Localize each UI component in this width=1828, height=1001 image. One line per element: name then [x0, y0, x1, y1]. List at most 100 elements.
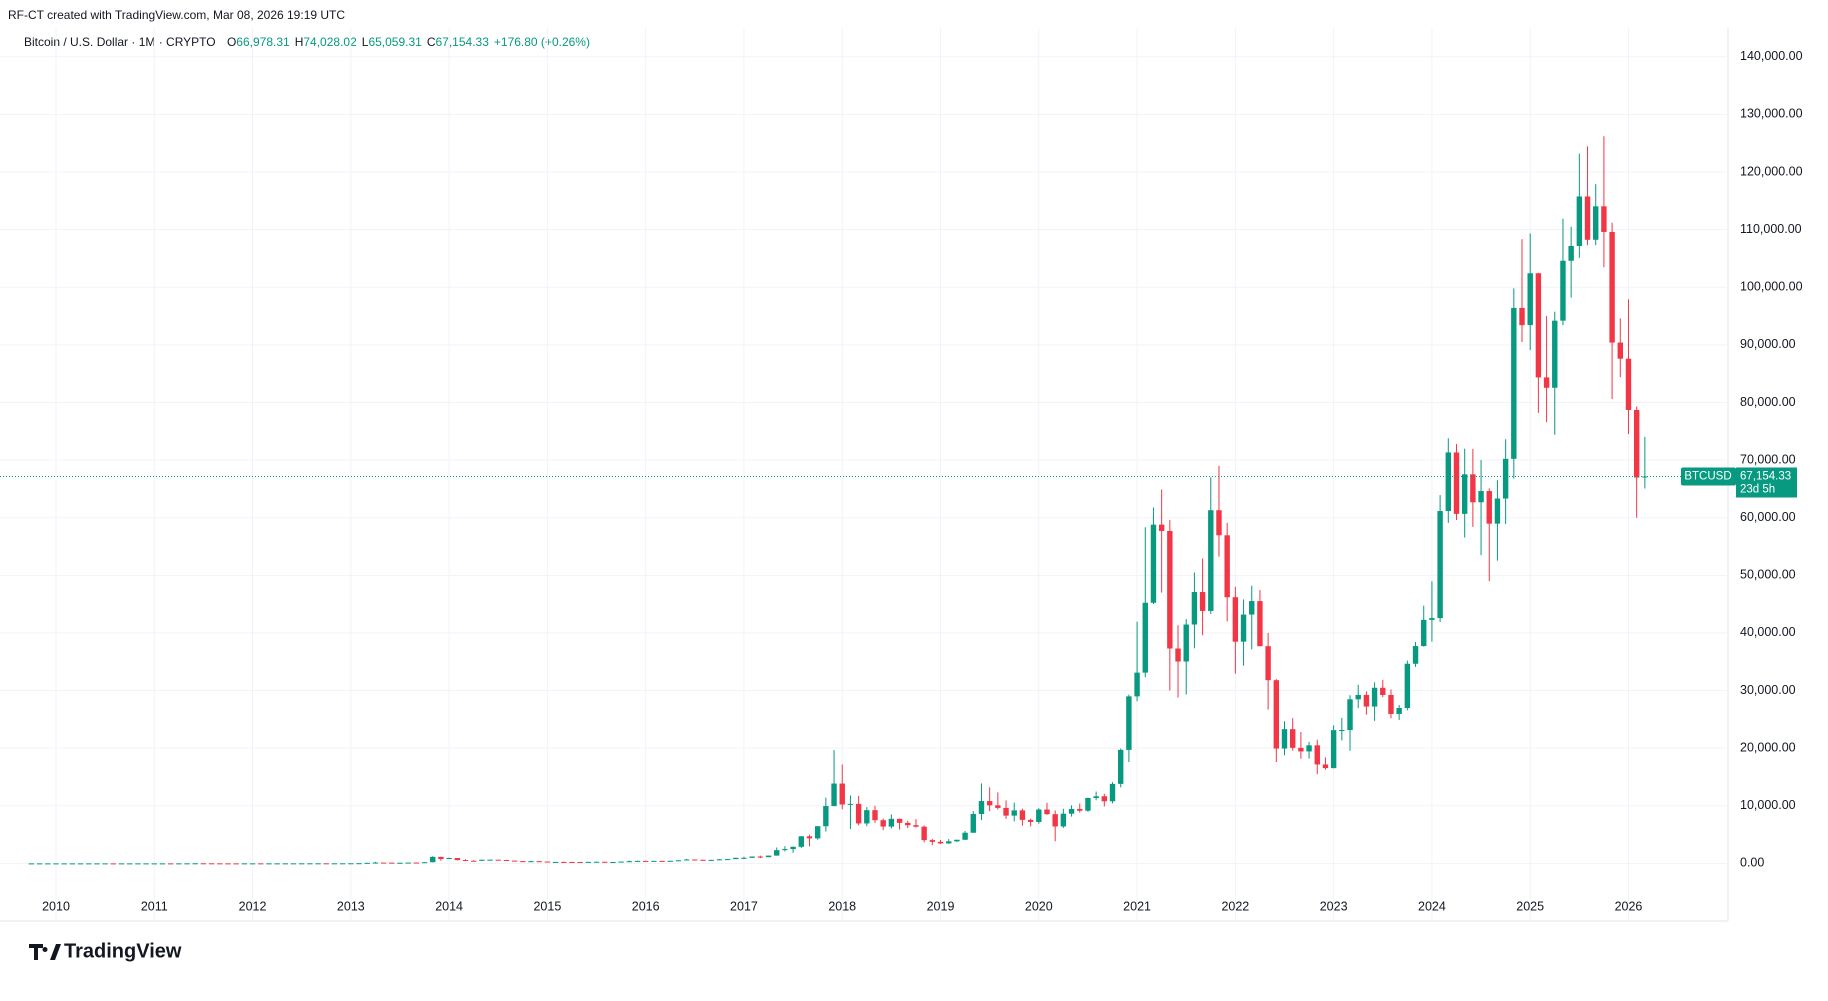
- candle-body: [749, 856, 755, 858]
- candle-body: [1240, 614, 1247, 642]
- candle-body: [69, 863, 76, 865]
- candle-body: [536, 861, 542, 863]
- candle-body: [667, 860, 673, 862]
- candle-body: [1109, 783, 1116, 802]
- candle-body: [1265, 646, 1271, 681]
- candle-body: [1421, 619, 1427, 647]
- candle-body: [1191, 592, 1198, 625]
- candle-body: [1118, 749, 1124, 784]
- candle-body: [1584, 196, 1591, 240]
- x-tick-label: 2013: [337, 899, 365, 913]
- candle-body: [651, 860, 657, 862]
- candle-body: [1314, 745, 1320, 765]
- candle-body: [1593, 206, 1599, 240]
- candle-body: [1511, 307, 1517, 459]
- candle-body: [995, 805, 1001, 808]
- candle-body: [1158, 524, 1165, 531]
- candle-body: [167, 863, 174, 865]
- candle-body: [1175, 648, 1181, 662]
- candle-body: [1527, 273, 1533, 326]
- candle-body: [45, 863, 51, 865]
- candle-body: [192, 863, 198, 865]
- candle-body: [364, 862, 370, 864]
- chart-title: Bitcoin / U.S. Dollar · 1M · CRYPTO: [24, 35, 216, 49]
- candle-body: [1273, 680, 1280, 749]
- candle-body: [135, 863, 141, 865]
- candle-body: [1371, 687, 1378, 707]
- candle-body: [405, 862, 411, 864]
- candle-body: [1142, 602, 1148, 673]
- candle-body: [1167, 530, 1173, 649]
- candle-body: [733, 857, 739, 860]
- legend-key: C: [427, 35, 436, 49]
- candle-body: [847, 803, 854, 805]
- symbol-tag: BTCUSD: [1684, 471, 1731, 483]
- candle-body: [1437, 511, 1443, 619]
- candle-body: [1388, 694, 1394, 714]
- candle-body: [1093, 796, 1099, 798]
- x-tick-label: 2015: [533, 899, 561, 913]
- candle-body: [765, 855, 772, 858]
- candle-body: [569, 861, 575, 863]
- x-tick-label: 2019: [927, 899, 955, 913]
- candle-body: [1019, 810, 1026, 820]
- candle-body: [528, 861, 534, 863]
- candle-body: [110, 863, 117, 865]
- candle-body: [675, 860, 682, 862]
- y-tick-label: 60,000.00: [1740, 510, 1796, 524]
- price-tag-bg: [1736, 467, 1797, 498]
- candle-body: [290, 863, 297, 865]
- candle-body: [184, 863, 190, 865]
- candle-body: [61, 863, 67, 865]
- candle-body: [864, 810, 870, 824]
- candle-body: [552, 861, 559, 863]
- candle-body: [937, 841, 944, 844]
- candle-body: [1535, 273, 1542, 378]
- candle-body: [1126, 696, 1132, 750]
- candle-body: [274, 863, 280, 865]
- candle-body: [561, 861, 567, 863]
- candle-body: [700, 859, 706, 861]
- candle-body: [241, 863, 248, 865]
- candle-body: [397, 862, 403, 864]
- candle-body: [642, 860, 649, 862]
- y-tick-label: 100,000.00: [1740, 280, 1803, 294]
- candle-body: [683, 859, 690, 861]
- candle-body: [1011, 810, 1017, 816]
- candle-body: [1486, 491, 1492, 524]
- x-tick-label: 2017: [730, 899, 758, 913]
- candle-body: [970, 814, 976, 833]
- candle-body: [1494, 498, 1501, 524]
- candle-body: [1429, 618, 1435, 620]
- candle-body: [1224, 535, 1230, 598]
- candle-body: [1601, 206, 1607, 232]
- candle-body: [585, 861, 592, 863]
- candle-body: [1470, 474, 1476, 503]
- candle-body: [1085, 797, 1091, 811]
- candle-body: [159, 863, 166, 865]
- candle-body: [659, 860, 665, 862]
- candle-body: [299, 863, 305, 865]
- candle-body: [823, 806, 829, 827]
- symbol-tag-bg: [1681, 467, 1736, 486]
- candle-body: [978, 801, 985, 815]
- y-tick-label: 120,000.00: [1740, 164, 1803, 178]
- candle-body: [1208, 510, 1214, 611]
- y-tick-label: 80,000.00: [1740, 395, 1796, 409]
- candle-body: [1232, 597, 1239, 642]
- candle-body: [544, 861, 551, 863]
- candle-body: [315, 863, 321, 865]
- candle-body: [1257, 601, 1263, 647]
- legend-change: +176.80 (+0.26%): [494, 35, 590, 49]
- y-tick-label: 0.00: [1740, 856, 1764, 870]
- candle-body: [855, 803, 862, 824]
- candle-body: [151, 863, 157, 865]
- candle-body: [1150, 524, 1157, 603]
- candle-body: [1068, 808, 1075, 814]
- candle-body: [946, 841, 952, 844]
- candle-body: [1412, 646, 1419, 664]
- candle-body: [814, 826, 821, 839]
- candle-body: [1543, 377, 1550, 388]
- y-tick-label: 110,000.00: [1740, 222, 1802, 236]
